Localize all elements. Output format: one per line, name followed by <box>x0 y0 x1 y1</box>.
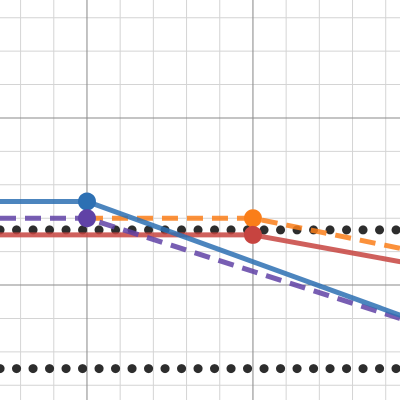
point <box>77 209 96 228</box>
point <box>243 225 262 244</box>
point <box>77 192 96 211</box>
point <box>243 209 262 228</box>
curve <box>0 232 400 265</box>
